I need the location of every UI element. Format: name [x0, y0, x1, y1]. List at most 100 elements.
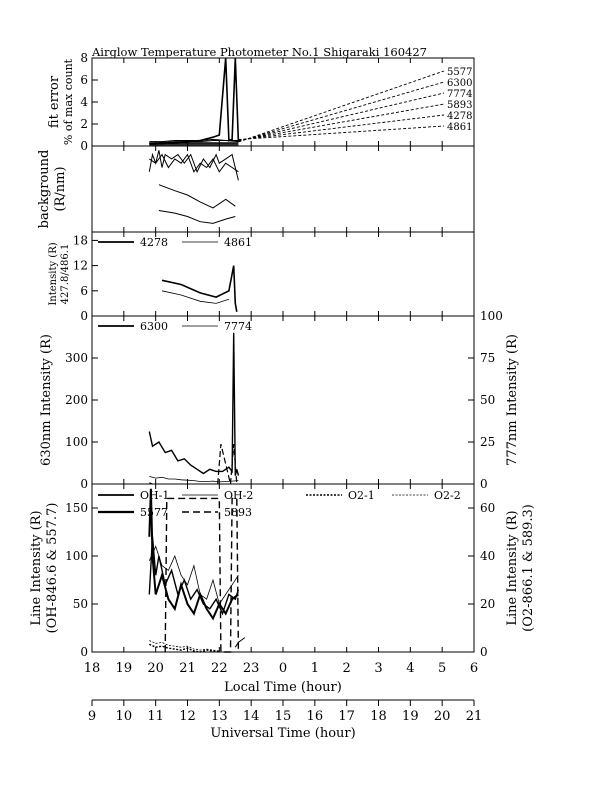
x-tick-label: 18 — [84, 661, 101, 676]
fit-legend-7774: 7774 — [447, 89, 472, 100]
x-tick-label: 6 — [470, 661, 478, 676]
ut-tick-label: 9 — [88, 709, 96, 724]
series-line-background-0 — [148, 150, 239, 181]
y-right-tick-label: 75 — [480, 351, 495, 365]
x-tick-label: 5 — [438, 661, 446, 676]
y-tick-label: 50 — [73, 597, 88, 611]
ylabel-background: background — [37, 150, 52, 229]
series-line-line_intensity-2 — [148, 488, 240, 621]
x-tick-label: 21 — [179, 661, 196, 676]
ut-tick-label: 12 — [179, 709, 196, 724]
y-tick-label: 0 — [80, 139, 88, 153]
series-line-red_lines-1 — [149, 476, 239, 483]
fit-legend-leader — [238, 125, 445, 140]
legend-4861-label: 4861 — [224, 236, 252, 249]
fit-legend-4861: 4861 — [447, 122, 472, 133]
ut-axis-label: Universal Time (hour) — [210, 726, 355, 741]
dynamic-marks: 18 19 20 21 22 23 0 1 2 3 4 5 69 10 11 12 13 14 15 16 17 18 19… — [65, 51, 503, 724]
y-right-tick-label: 40 — [480, 549, 495, 563]
series-line-background-1 — [149, 153, 239, 173]
series-line-line_intensity-4 — [149, 643, 220, 653]
series-line-red_lines-2 — [217, 443, 238, 485]
series-line-line_intensity-1 — [148, 545, 239, 605]
legend-oh1-label: OH-1 — [140, 489, 169, 502]
ut-tick-label: 13 — [211, 709, 228, 724]
ut-tick-label: 18 — [370, 709, 387, 724]
series-line-fit_error-3 — [149, 138, 239, 143]
ylabel-background-unit: (R/nm) — [53, 166, 68, 211]
y-tick-label: 100 — [65, 435, 88, 449]
ylabel-red-lines: 630nm Intensity (R) — [39, 334, 54, 466]
series-line-fit_error-0 — [149, 57, 240, 145]
y-tick-label: 6 — [80, 284, 88, 298]
y-tick-label: 8 — [80, 51, 88, 65]
x-tick-label: 2 — [343, 661, 351, 676]
y-tick-label: 150 — [65, 501, 88, 515]
series-line-line_intensity-6 — [234, 637, 246, 648]
legend-6300-label: 6300 — [140, 320, 168, 333]
ut-tick-label: 19 — [402, 709, 419, 724]
x-tick-label: 19 — [116, 661, 133, 676]
fit-legend-leader — [238, 81, 445, 142]
y-tick-label: 0 — [80, 645, 88, 659]
ylabel-blue-lines: Intensity (R) — [48, 242, 59, 305]
y-right-tick-label: 50 — [480, 393, 495, 407]
ut-tick-label: 20 — [434, 709, 451, 724]
fit-legend-leader — [238, 70, 445, 143]
ut-tick-label: 21 — [466, 709, 483, 724]
series-line-line_intensity-5 — [149, 640, 220, 652]
y-tick-label: 300 — [65, 351, 88, 365]
x-tick-label: 0 — [279, 661, 287, 676]
y-right-tick-label: 60 — [480, 501, 495, 515]
series-line-background-3 — [158, 210, 236, 224]
ut-tick-label: 11 — [147, 709, 164, 724]
y-tick-label: 6 — [80, 73, 88, 87]
x-tick-label: 23 — [243, 661, 260, 676]
y-tick-label: 12 — [73, 259, 88, 273]
ut-tick-label: 14 — [243, 709, 260, 724]
x-axis-label: Local Time (hour) — [224, 680, 342, 695]
legend-o21-label: O2-1 — [348, 489, 375, 502]
series-line-red_lines-3 — [149, 482, 153, 485]
fit-legend-leader — [238, 103, 445, 141]
legend-7774-label: 7774 — [224, 320, 252, 333]
legend-5893-label: 5893 — [224, 506, 252, 519]
series-line-background-2 — [158, 184, 236, 209]
y-tick-label: 100 — [65, 549, 88, 563]
y-right-tick-label: 25 — [480, 435, 495, 449]
ut-tick-label: 15 — [275, 709, 292, 724]
fit-legend-5893: 5893 — [447, 100, 472, 111]
y-right-tick-label: 0 — [480, 477, 488, 491]
ut-tick-label: 16 — [307, 709, 324, 724]
y-right-tick-label: 100 — [480, 309, 503, 323]
y-tick-label: 0 — [80, 309, 88, 323]
ylabel-right-line-intensity-unit: (O2-866.1 & 589.3) — [521, 504, 536, 632]
x-tick-label: 1 — [311, 661, 319, 676]
legend-4278-label: 4278 — [140, 236, 168, 249]
y-right-tick-label: 20 — [480, 597, 495, 611]
y-tick-label: 0 — [80, 477, 88, 491]
ylabel-right-red-lines: 777nm Intensity (R) — [505, 334, 520, 466]
panel-red-lines-frame — [91, 315, 475, 485]
ylabel-fit-error: fit error — [47, 75, 62, 128]
fit-legend-5577: 5577 — [447, 67, 472, 78]
legend-oh2-label: OH-2 — [224, 489, 253, 502]
y-right-tick-label: 0 — [480, 645, 488, 659]
fit-legend-4278: 4278 — [447, 111, 472, 122]
series-line-line_intensity-0 — [148, 536, 240, 616]
series-line-blue_lines-0 — [161, 265, 238, 312]
ut-tick-label: 10 — [116, 709, 133, 724]
x-tick-label: 20 — [147, 661, 164, 676]
fit-legend-leader — [238, 114, 445, 141]
ylabel-blue-lines-unit: 427.8/486.1 — [60, 244, 71, 305]
series-line-red_lines-0 — [148, 332, 240, 476]
ut-tick-label: 17 — [338, 709, 355, 724]
y-tick-label: 18 — [73, 233, 88, 247]
y-tick-label: 200 — [65, 393, 88, 407]
legend-5577-label: 5577 — [140, 506, 168, 519]
fit-legend-leader — [238, 92, 445, 142]
x-tick-label: 3 — [374, 661, 382, 676]
y-tick-label: 2 — [80, 117, 88, 131]
